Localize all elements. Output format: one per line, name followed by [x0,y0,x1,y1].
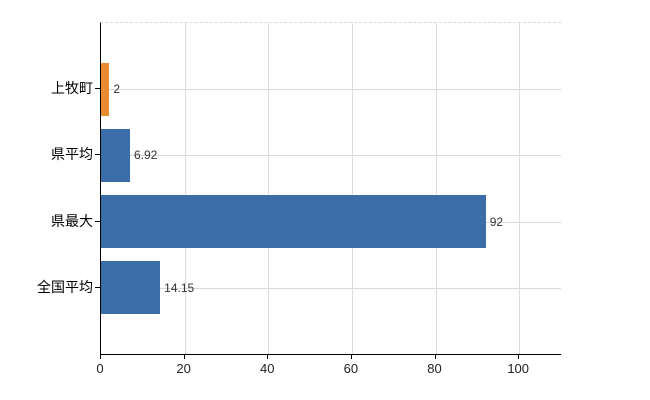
y-axis-tick [95,220,100,222]
y-axis-tick [95,88,100,90]
vertical-gridline [519,23,521,354]
bar-value-label: 14.15 [164,280,195,295]
x-axis-tick [267,354,269,359]
horizontal-gridline [101,287,561,289]
x-axis-tick [100,354,101,359]
plot-area: 2 6.92 92 14.15 [100,22,561,355]
bar [101,128,130,182]
x-axis-tick [350,354,352,359]
category-label: 県平均 [51,146,93,163]
x-axis-tick-label: 0 [96,361,104,376]
bar [101,62,110,116]
bar [101,195,486,249]
bar-value-label: 92 [489,214,504,229]
x-axis-tick [183,354,185,359]
x-axis-tick-label: 40 [260,361,275,376]
vertical-gridline [268,23,270,354]
x-axis-tick-label: 60 [343,361,359,376]
bar-value-label: 2 [113,82,121,97]
x-axis-tick [434,354,436,359]
bar-value-label: 6.92 [133,148,158,163]
y-axis-tick [95,154,100,156]
category-label: 上牧町 [51,80,93,97]
category-label: 県最大 [51,212,93,229]
horizontal-gridline [101,89,561,91]
x-axis-tick-label: 20 [176,361,191,376]
x-axis-tick [518,354,520,359]
x-axis-tick-label: 100 [507,361,530,376]
category-label: 全国平均 [37,278,93,295]
horizontal-gridline [101,155,561,157]
x-axis-tick-label: 80 [427,361,442,376]
vertical-gridline [184,23,186,354]
vertical-gridline [435,23,437,354]
vertical-gridline [351,23,353,354]
bar [101,261,161,315]
y-axis-tick [95,286,100,288]
